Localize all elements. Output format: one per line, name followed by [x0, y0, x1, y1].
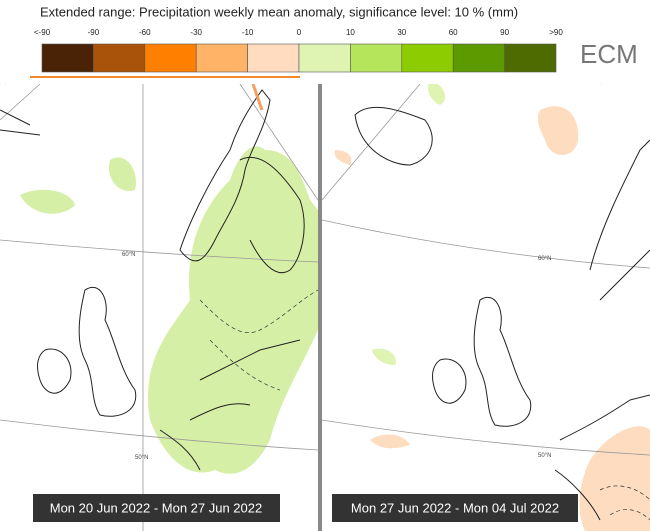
legend-label: 60 — [449, 28, 458, 37]
grid-label: 50°N — [135, 455, 148, 461]
panel-label: Mon 20 Jun 2022 - Mon 27 Jun 2022 — [50, 500, 262, 515]
anomaly-area — [251, 84, 264, 111]
legend-title: Extended range: Precipitation weekly mea… — [40, 4, 518, 19]
anomaly-area — [334, 150, 650, 531]
map-right: 60°N 50°N — [322, 84, 650, 531]
legend-swatch — [195, 43, 248, 73]
legend-swatch — [247, 43, 300, 73]
panel-label-box — [33, 494, 280, 522]
map-left: 60°N 50°N — [0, 84, 318, 531]
legend-label: >90 — [549, 28, 563, 37]
anomaly-area — [537, 106, 579, 155]
grid-label: 60°N — [538, 256, 551, 262]
grid-label: 50°N — [538, 453, 551, 459]
panel-label: Mon 27 Jun 2022 - Mon 04 Jul 2022 — [351, 500, 559, 515]
legend-label: 0 — [297, 28, 302, 37]
legend-label: 30 — [397, 28, 406, 37]
separator — [30, 76, 300, 78]
legend-label: 90 — [500, 28, 509, 37]
logo: ECM — [580, 39, 638, 69]
legend-swatch — [401, 43, 454, 73]
legend-label: -60 — [139, 28, 151, 37]
anomaly-area — [148, 146, 318, 474]
legend-swatch — [41, 43, 94, 73]
panel-divider — [318, 84, 322, 531]
legend-swatch — [298, 43, 351, 73]
anomaly-area — [372, 84, 446, 365]
legend-label: -30 — [190, 28, 202, 37]
legend-swatch — [452, 43, 505, 73]
grid-label: 60°N — [122, 252, 135, 258]
legend: <-90 -90 -60 -30 -10 0 10 30 60 90 >90 — [34, 28, 563, 73]
legend-swatch — [350, 43, 403, 73]
legend-label: 10 — [346, 28, 355, 37]
legend-swatch — [144, 43, 197, 73]
legend-swatch — [93, 43, 146, 73]
panel-label-box — [332, 494, 578, 522]
legend-swatch — [504, 43, 557, 73]
legend-label: -90 — [88, 28, 100, 37]
legend-label: -10 — [242, 28, 254, 37]
legend-label: <-90 — [34, 28, 51, 37]
anomaly-area — [20, 157, 136, 214]
